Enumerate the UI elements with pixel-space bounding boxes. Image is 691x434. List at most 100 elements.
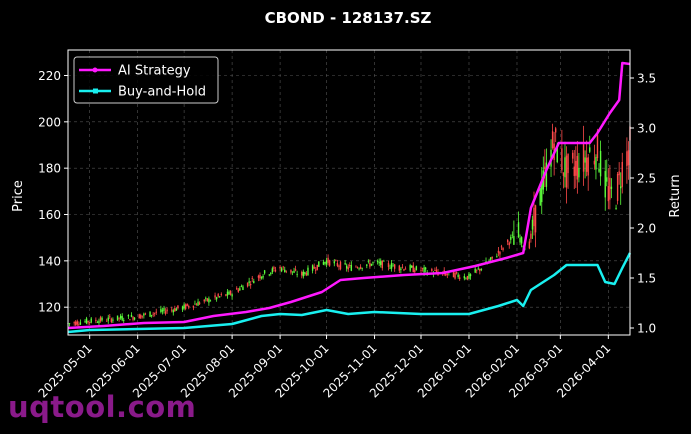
candle-body <box>541 180 543 203</box>
candle-body <box>133 317 136 320</box>
grid <box>68 50 630 335</box>
candle-body <box>192 305 195 308</box>
candle-body <box>420 270 422 271</box>
candle-body <box>349 264 351 266</box>
candle-body <box>403 269 405 271</box>
candle-body <box>616 174 619 201</box>
candle-body <box>150 314 153 316</box>
candle-body <box>253 281 255 284</box>
candle-body <box>539 187 541 206</box>
y2-axis-label: Return <box>668 174 683 217</box>
candle-body <box>296 274 298 275</box>
candle-body <box>565 155 568 188</box>
candle-body <box>129 319 131 321</box>
candle-body <box>350 265 353 271</box>
candle-body <box>231 294 233 297</box>
candle-body <box>257 275 260 278</box>
candle-body <box>387 263 390 267</box>
candle-body <box>500 246 503 248</box>
candle-body <box>318 261 320 267</box>
candle-body <box>389 267 391 269</box>
candle-body <box>259 275 261 279</box>
candle-body <box>465 278 467 280</box>
candle-body <box>219 296 221 298</box>
candle-body <box>372 262 374 264</box>
candle-body <box>477 268 479 270</box>
candle-body <box>98 320 100 324</box>
candle-body <box>279 266 281 269</box>
candle-body <box>479 268 481 272</box>
candle-body <box>411 265 413 268</box>
candle-body <box>336 262 339 266</box>
candle-body <box>585 157 588 172</box>
candle-body <box>421 268 424 269</box>
candle-body <box>398 265 401 271</box>
candle-body <box>290 269 292 273</box>
candle-body <box>171 309 173 311</box>
candle-body <box>626 151 628 167</box>
candle-body <box>468 273 470 279</box>
candle-body <box>452 271 455 278</box>
candle-body <box>316 264 318 270</box>
candle-body <box>520 237 523 244</box>
candle-body <box>246 282 249 287</box>
candle-body <box>347 267 349 270</box>
candle-body <box>474 268 476 273</box>
y-tick-label: 160 <box>38 208 61 222</box>
candle-body <box>506 239 509 242</box>
candle-body <box>551 131 554 148</box>
candle-body <box>220 294 222 295</box>
candle-body <box>508 242 510 246</box>
candle-body <box>325 260 328 265</box>
plot-frame <box>67 49 631 336</box>
candle-body <box>215 297 218 300</box>
candle-body <box>73 322 75 324</box>
candle-body <box>356 267 359 269</box>
candle-body <box>305 273 308 276</box>
candle-body <box>607 186 610 202</box>
candle-body <box>294 269 297 271</box>
candle-body <box>112 319 114 321</box>
candle-body <box>513 236 515 245</box>
candle-body <box>101 317 103 321</box>
y2-tick-label: 1.0 <box>637 322 656 336</box>
candle-body <box>205 297 207 299</box>
chart-title: CBOND - 128137.SZ <box>265 9 432 27</box>
candle-body <box>584 157 586 163</box>
candle-body <box>249 284 252 286</box>
candle-body <box>225 294 227 296</box>
candle-body <box>595 157 597 170</box>
candle-body <box>123 320 125 321</box>
candle-body <box>390 263 393 269</box>
candle-body <box>271 268 274 273</box>
candle-body <box>188 305 190 308</box>
candle-body <box>206 298 209 302</box>
watermark: uqtool.com <box>8 390 197 424</box>
candle-body <box>88 322 91 323</box>
candle-body <box>78 324 80 326</box>
candles <box>67 116 631 329</box>
candle-body <box>195 304 198 306</box>
candle-body <box>302 271 305 277</box>
candle-body <box>489 257 492 260</box>
candle-body <box>556 144 558 163</box>
legend-label: AI Strategy <box>118 64 191 79</box>
candle-body <box>109 316 111 318</box>
candle-body <box>457 274 459 278</box>
candle-body <box>423 267 425 273</box>
candle-body <box>627 150 630 166</box>
candle-body <box>567 153 569 174</box>
candle-body <box>381 260 383 269</box>
candle-body <box>197 301 199 306</box>
candle-body <box>240 286 243 288</box>
candle-body <box>76 321 78 325</box>
candle-body <box>534 205 537 233</box>
candle-body <box>209 300 212 302</box>
candle-body <box>620 186 622 189</box>
candle-body <box>75 321 77 326</box>
candle-body <box>412 265 414 273</box>
candle-body <box>455 271 458 274</box>
y2-tick-label: 3.5 <box>637 72 656 86</box>
candle-body <box>431 268 433 272</box>
